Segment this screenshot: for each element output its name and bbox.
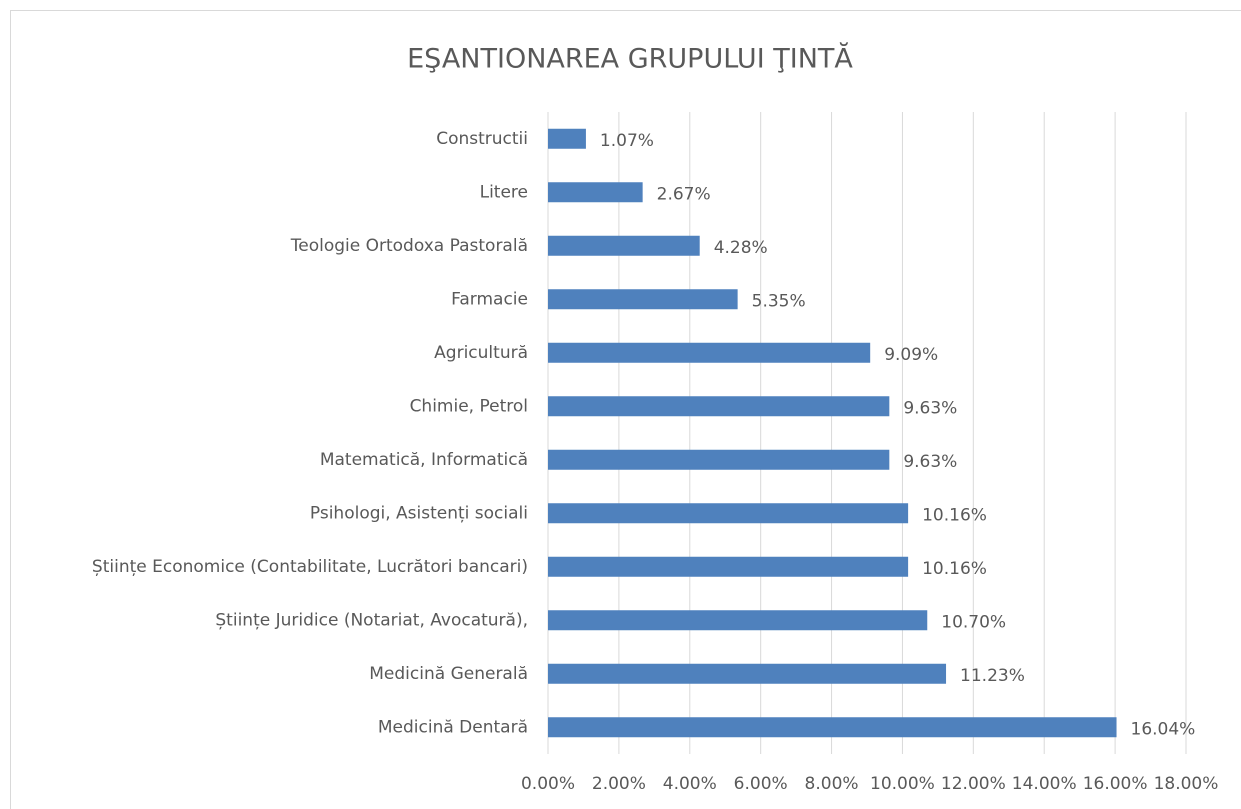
x-tick-label: 8.00% [805,774,859,794]
y-tick-label: Constructii [436,129,528,149]
y-tick-label: Științe Economice (Contabilitate, Lucrăt… [92,557,528,577]
y-tick-label: Farmacie [451,289,528,309]
data-label: 1.07% [600,131,654,151]
x-tick-label: 4.00% [663,774,717,794]
x-tick-label: 18.00% [1154,774,1219,794]
y-tick-label: Agricultură [434,343,528,363]
y-tick-label: Teologie Ortodoxa Pastorală [290,236,528,256]
x-tick-label: 12.00% [941,774,1006,794]
y-tick-label: Chimie, Petrol [410,396,528,416]
x-tick-label: 6.00% [734,774,788,794]
bar [548,289,738,310]
data-label: 2.67% [657,184,711,204]
data-label: 4.28% [714,238,768,258]
y-tick-label: Litere [480,182,528,202]
x-tick-label: 14.00% [1012,774,1077,794]
bar [548,663,947,684]
bar [548,128,586,149]
bar [548,556,909,577]
bar [548,610,928,631]
chart-title: EŞANTIONAREA GRUPULUI ŢINTĂ [407,42,853,75]
bar [548,503,909,524]
data-label: 10.16% [922,559,987,579]
bar [548,396,890,417]
data-label: 16.04% [1131,719,1196,739]
x-tick-label: 2.00% [592,774,646,794]
x-tick-label: 10.00% [870,774,935,794]
x-tick-label: 16.00% [1083,774,1148,794]
y-tick-label: Medicină Dentară [378,717,528,737]
bar [548,717,1117,738]
bar [548,182,643,203]
data-label: 9.63% [903,452,957,472]
data-label: 9.09% [884,345,938,365]
data-label: 10.70% [941,612,1006,632]
bar [548,342,871,363]
y-tick-label: Matematică, Informatică [320,450,528,470]
data-label: 9.63% [903,398,957,418]
y-tick-label: Psihologi, Asistenți sociali [310,503,528,523]
y-tick-label: Științe Juridice (Notariat, Avocatură), [215,610,528,630]
bar [548,235,700,256]
data-label: 10.16% [922,505,987,525]
data-label: 11.23% [960,666,1025,686]
x-tick-label: 0.00% [521,774,575,794]
data-label: 5.35% [752,291,806,311]
y-tick-label: Medicină Generală [369,664,528,684]
bar [548,449,890,470]
